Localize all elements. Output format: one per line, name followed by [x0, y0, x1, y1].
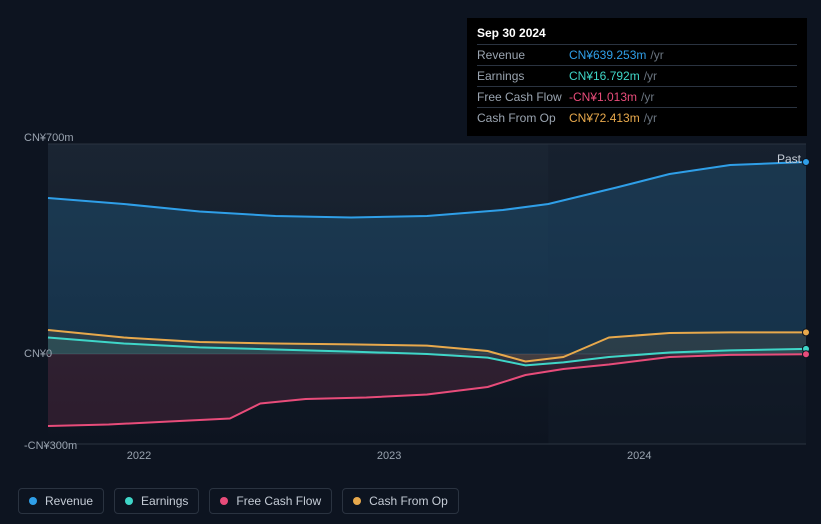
tooltip-unit: /yr: [644, 111, 657, 125]
tooltip-row: EarningsCN¥16.792m/yr: [477, 65, 797, 86]
past-label: Past: [777, 152, 801, 166]
legend-dot-icon: [353, 497, 361, 505]
x-axis-label: 2024: [627, 450, 651, 462]
chart-area[interactable]: Past CN¥700m CN¥0 -CN¥300m 2022 2023 2024: [0, 120, 821, 484]
tooltip-rows: RevenueCN¥639.253m/yrEarningsCN¥16.792m/…: [477, 44, 797, 128]
tooltip-label: Free Cash Flow: [477, 90, 569, 104]
x-axis-label: 2022: [127, 450, 151, 462]
legend-item-cash-from-op[interactable]: Cash From Op: [342, 488, 459, 514]
legend-item-earnings[interactable]: Earnings: [114, 488, 199, 514]
legend: Revenue Earnings Free Cash Flow Cash From O…: [18, 488, 459, 514]
chart-container: Sep 30 2024 RevenueCN¥639.253m/yrEarning…: [0, 0, 821, 524]
x-axis-label: 2023: [377, 450, 401, 462]
legend-dot-icon: [220, 497, 228, 505]
legend-label: Cash From Op: [369, 494, 448, 508]
tooltip-row: Free Cash Flow-CN¥1.013m/yr: [477, 86, 797, 107]
data-tooltip: Sep 30 2024 RevenueCN¥639.253m/yrEarning…: [467, 18, 807, 136]
legend-item-revenue[interactable]: Revenue: [18, 488, 104, 514]
y-axis-label: -CN¥300m: [24, 440, 77, 452]
legend-label: Free Cash Flow: [236, 494, 321, 508]
tooltip-row: Cash From OpCN¥72.413m/yr: [477, 107, 797, 128]
legend-label: Revenue: [45, 494, 93, 508]
legend-dot-icon: [29, 497, 37, 505]
tooltip-label: Earnings: [477, 69, 569, 83]
legend-item-free-cash-flow[interactable]: Free Cash Flow: [209, 488, 332, 514]
tooltip-date: Sep 30 2024: [477, 26, 797, 44]
tooltip-row: RevenueCN¥639.253m/yr: [477, 44, 797, 65]
legend-label: Earnings: [141, 494, 188, 508]
tooltip-label: Cash From Op: [477, 111, 569, 125]
chart-svg: [0, 120, 821, 484]
tooltip-unit: /yr: [650, 48, 663, 62]
tooltip-unit: /yr: [644, 69, 657, 83]
y-axis-label: CN¥0: [24, 348, 52, 360]
tooltip-value: CN¥639.253m: [569, 48, 646, 62]
tooltip-value: -CN¥1.013m: [569, 90, 637, 104]
tooltip-value: CN¥72.413m: [569, 111, 640, 125]
y-axis-label: CN¥700m: [24, 132, 74, 144]
legend-dot-icon: [125, 497, 133, 505]
tooltip-unit: /yr: [641, 90, 654, 104]
tooltip-value: CN¥16.792m: [569, 69, 640, 83]
tooltip-label: Revenue: [477, 48, 569, 62]
